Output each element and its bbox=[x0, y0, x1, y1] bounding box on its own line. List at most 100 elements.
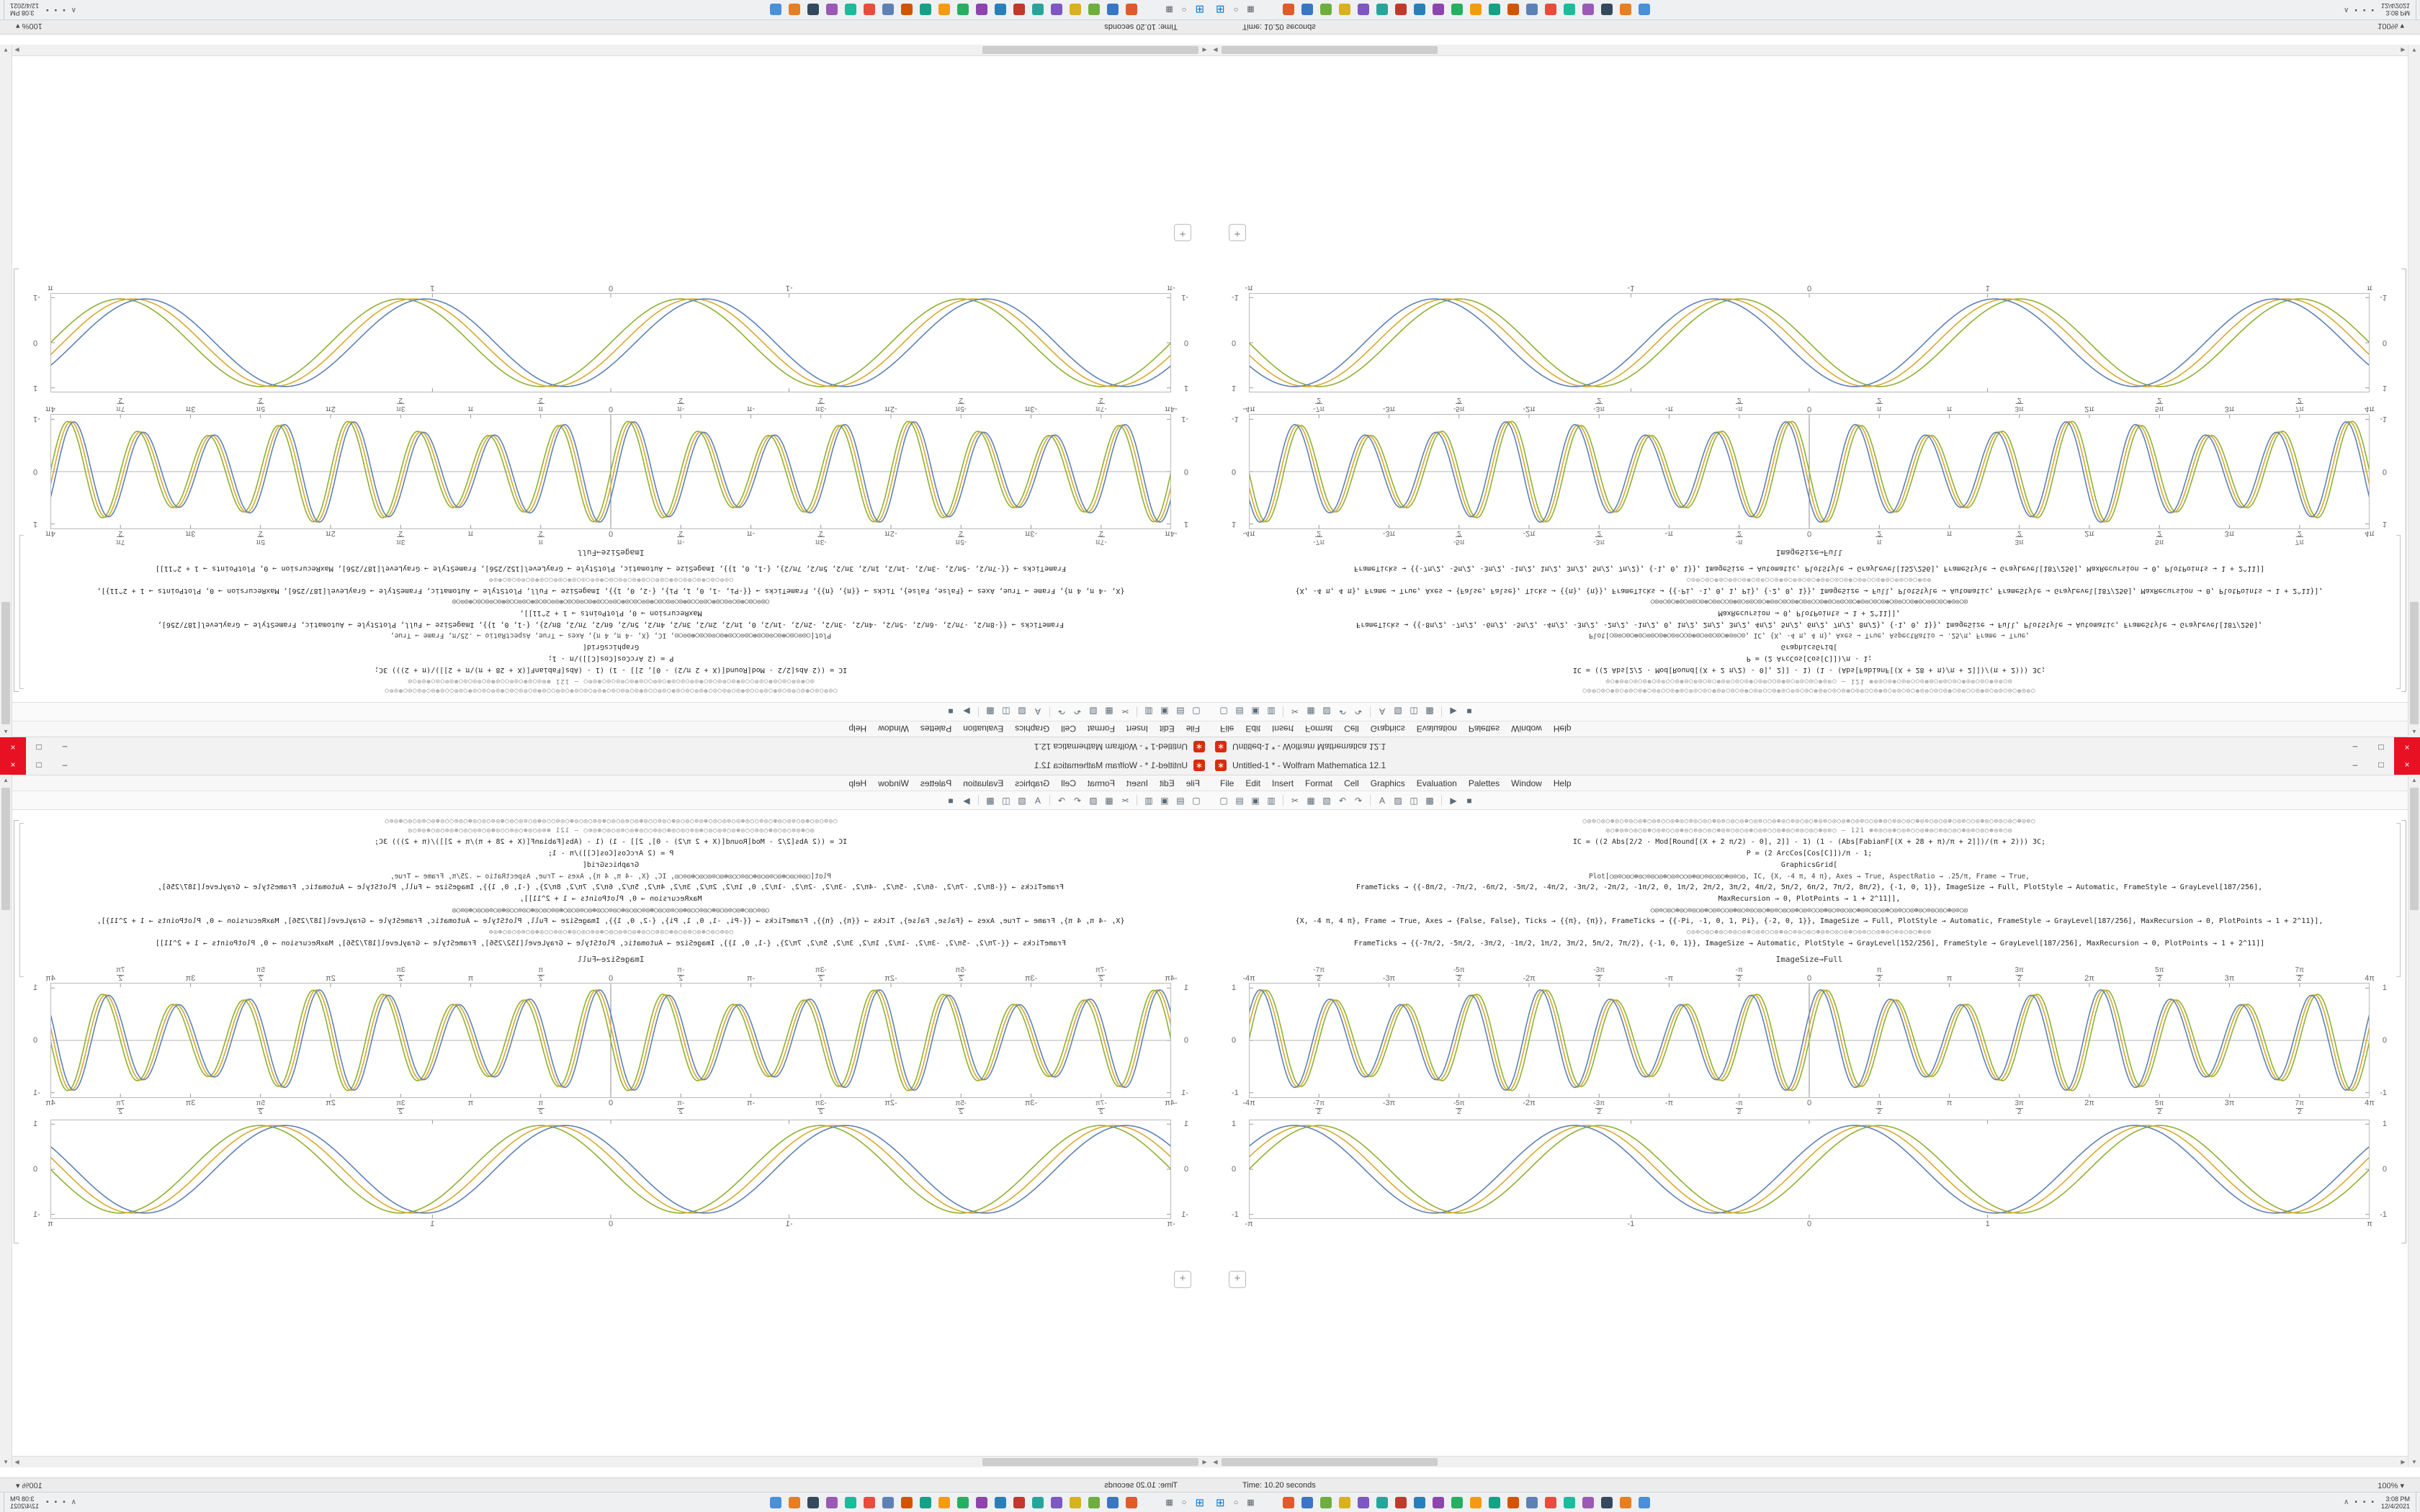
taskbar-app-icon[interactable] bbox=[1394, 1496, 1407, 1508]
menu-cell[interactable]: Cell bbox=[1061, 724, 1076, 734]
paste-icon[interactable]: ▧ bbox=[1089, 795, 1098, 806]
search-icon[interactable]: ○ bbox=[1233, 1498, 1239, 1507]
code-cell[interactable]: ○◎⊙○◎○⊕◎○⊙◎○◎⊕○◎⊙○○◎⊕◎○⊙◎○◎○⊕◎⊙○◎○◎⊕○◎⊙○… bbox=[1260, 563, 2358, 695]
tray-icon[interactable]: ▪ bbox=[2362, 6, 2366, 14]
taskbar-clock[interactable]: 3:08 PM 12/4/2021 bbox=[10, 3, 39, 17]
taskbar-app-icon[interactable] bbox=[807, 4, 820, 16]
vertical-scrollbar[interactable]: ▲ ▼ bbox=[2408, 45, 2420, 737]
scroll-up-icon[interactable]: ▲ bbox=[2411, 777, 2417, 783]
maximize-button[interactable]: □ bbox=[2378, 742, 2384, 752]
taskbar-app-icon[interactable] bbox=[976, 1496, 988, 1508]
taskbar-app-icon[interactable] bbox=[1600, 1496, 1613, 1508]
taskbar-app-icon[interactable] bbox=[1432, 1496, 1444, 1508]
menu-palettes[interactable]: Palettes bbox=[920, 724, 952, 734]
menu-help[interactable]: Help bbox=[1553, 778, 1572, 788]
menu-evaluation[interactable]: Evaluation bbox=[963, 724, 1004, 734]
vertical-scrollbar[interactable]: ▲ ▼ bbox=[0, 45, 12, 737]
scroll-left-icon[interactable]: ◀ bbox=[1213, 1459, 1218, 1465]
menu-edit[interactable]: Edit bbox=[1159, 778, 1175, 788]
taskbar-app-icon[interactable] bbox=[957, 1496, 969, 1508]
taskbar-app-icon[interactable] bbox=[901, 4, 913, 16]
taskbar-app-icon[interactable] bbox=[789, 1496, 801, 1508]
taskbar-app-icon[interactable] bbox=[1469, 4, 1482, 16]
print-icon[interactable]: ▥ bbox=[1144, 706, 1153, 717]
taskbar-app-icon[interactable] bbox=[1126, 1496, 1138, 1508]
start-button[interactable]: ⊞ bbox=[1216, 3, 1225, 16]
tray-icon[interactable]: ▪ bbox=[2362, 1498, 2366, 1506]
task-view-icon[interactable]: ▦ bbox=[1247, 5, 1255, 14]
scroll-up-icon[interactable]: ▲ bbox=[3, 729, 9, 735]
copy-icon[interactable]: ▦ bbox=[1307, 795, 1315, 806]
task-view-icon[interactable]: ▦ bbox=[1165, 1498, 1173, 1507]
menu-edit[interactable]: Edit bbox=[1245, 778, 1261, 788]
tray-icon[interactable]: ▪ bbox=[2354, 6, 2357, 14]
close-button[interactable]: × bbox=[2394, 737, 2420, 756]
save-file-icon[interactable]: ▣ bbox=[1251, 795, 1260, 806]
cell-bracket-outer[interactable] bbox=[14, 269, 19, 692]
taskbar-app-icon[interactable] bbox=[901, 1496, 913, 1508]
code-cell[interactable]: ○◎⊙○◎○⊕◎○⊙◎○◎⊕○◎⊙○○◎⊕◎○⊙◎○◎○⊕◎⊙○◎○◎⊕○◎⊙○… bbox=[62, 817, 1160, 949]
taskbar-app-icon[interactable] bbox=[1619, 1496, 1631, 1508]
save-file-icon[interactable]: ▣ bbox=[1251, 706, 1260, 717]
window-titlebar[interactable]: ∗ Untitled-1 * - Wolfram Mathematica 12.… bbox=[1210, 756, 2420, 775]
taskbar-app-icon[interactable] bbox=[1126, 4, 1138, 16]
menu-format[interactable]: Format bbox=[1305, 778, 1333, 788]
open-file-icon[interactable]: ▤ bbox=[1176, 706, 1185, 717]
text-style-icon[interactable]: A bbox=[1379, 795, 1385, 806]
menu-evaluation[interactable]: Evaluation bbox=[963, 778, 1004, 788]
taskbar-app-icon[interactable] bbox=[1107, 4, 1119, 16]
redo-icon[interactable]: ↷ bbox=[1057, 706, 1066, 717]
taskbar-app-icon[interactable] bbox=[957, 4, 969, 16]
menu-palettes[interactable]: Palettes bbox=[1468, 724, 1500, 734]
scroll-up-icon[interactable]: ▲ bbox=[3, 777, 9, 783]
tray-icon[interactable]: ▪ bbox=[2371, 6, 2374, 14]
zoom-level[interactable]: 100% ▾ bbox=[16, 1481, 42, 1490]
taskbar-app-icon[interactable] bbox=[1376, 1496, 1388, 1508]
taskbar-app-icon[interactable] bbox=[1013, 4, 1026, 16]
insert-cell-button[interactable]: + bbox=[1229, 1271, 1246, 1288]
palette-icon[interactable]: ▩ bbox=[986, 706, 995, 717]
start-button[interactable]: ⊞ bbox=[1195, 3, 1204, 16]
palette-icon[interactable]: ▩ bbox=[986, 795, 995, 806]
menu-window[interactable]: Window bbox=[1511, 778, 1542, 788]
taskbar-app-icon[interactable] bbox=[1619, 4, 1631, 16]
abort-evaluation-icon[interactable]: ■ bbox=[948, 706, 954, 717]
copy-icon[interactable]: ▦ bbox=[1105, 706, 1113, 717]
taskbar-app-icon[interactable] bbox=[1394, 4, 1407, 16]
new-notebook-icon[interactable]: ▢ bbox=[1219, 706, 1228, 717]
vertical-scroll-thumb[interactable] bbox=[1, 602, 10, 724]
horizontal-scroll-thumb[interactable] bbox=[982, 1458, 1198, 1466]
notebook-area[interactable]: ○◎⊙○◎○⊕◎○⊙◎○◎⊕○◎⊙○○◎⊕◎○⊙◎○◎○⊕◎⊙○◎○◎⊕○◎⊙○… bbox=[1210, 45, 2408, 702]
scroll-right-icon[interactable]: ▶ bbox=[14, 1459, 19, 1465]
taskbar-app-icon[interactable] bbox=[1507, 4, 1519, 16]
start-button[interactable]: ⊞ bbox=[1216, 1496, 1225, 1509]
horizontal-scroll-thumb[interactable] bbox=[1222, 46, 1438, 54]
taskbar-app-icon[interactable] bbox=[770, 1496, 782, 1508]
zoom-level[interactable]: 100% ▾ bbox=[2378, 1481, 2404, 1490]
taskbar-app-icon[interactable] bbox=[1451, 1496, 1463, 1508]
horizontal-scrollbar[interactable]: ◀ ▶ bbox=[12, 1456, 1210, 1467]
print-icon[interactable]: ▥ bbox=[1267, 706, 1276, 717]
taskbar-app-icon[interactable] bbox=[1432, 4, 1444, 16]
scroll-left-icon[interactable]: ◀ bbox=[1202, 1459, 1207, 1465]
open-file-icon[interactable]: ▤ bbox=[1176, 795, 1185, 806]
insert-cell-button[interactable]: + bbox=[1174, 224, 1191, 241]
input-cell-icon[interactable]: ◫ bbox=[1410, 706, 1418, 717]
maximize-button[interactable]: □ bbox=[36, 760, 42, 770]
taskbar-app-icon[interactable] bbox=[1507, 1496, 1519, 1508]
evaluate-icon[interactable]: ▶ bbox=[963, 706, 970, 717]
menu-evaluation[interactable]: Evaluation bbox=[1416, 778, 1457, 788]
taskbar-app-icon[interactable] bbox=[1638, 1496, 1650, 1508]
show-desktop-button[interactable] bbox=[2416, 0, 2420, 19]
menu-format[interactable]: Format bbox=[1087, 778, 1115, 788]
taskbar-clock[interactable]: 3:08 PM 12/4/2021 bbox=[2381, 3, 2410, 17]
search-icon[interactable]: ○ bbox=[1233, 5, 1239, 14]
taskbar-app-icon[interactable] bbox=[882, 1496, 895, 1508]
text-style-icon[interactable]: A bbox=[1035, 706, 1041, 717]
taskbar-app-icon[interactable] bbox=[1319, 1496, 1332, 1508]
menu-file[interactable]: File bbox=[1186, 778, 1200, 788]
taskbar-app-icon[interactable] bbox=[1319, 4, 1332, 16]
taskbar-app-icon[interactable] bbox=[995, 4, 1007, 16]
vertical-scrollbar[interactable]: ▲ ▼ bbox=[2408, 775, 2420, 1467]
tray-chevron-icon[interactable]: ∧ bbox=[71, 1498, 77, 1506]
